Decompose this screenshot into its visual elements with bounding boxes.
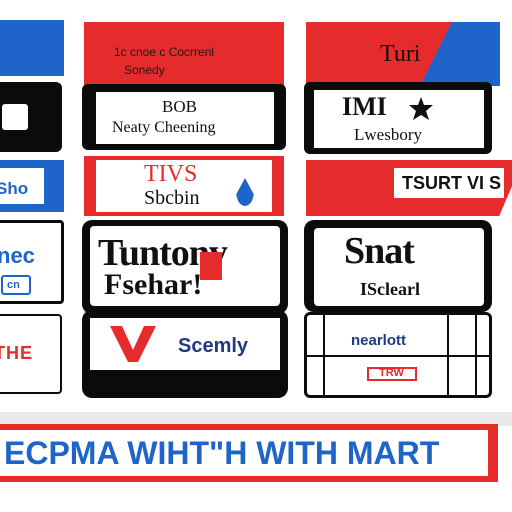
left-white-card[interactable]: nec cn bbox=[0, 220, 64, 304]
mid-card3-line1: TIVS bbox=[144, 161, 198, 187]
right-card3-text: TSURT VI S bbox=[402, 173, 502, 193]
badge-icon: cn bbox=[1, 275, 31, 295]
mid-large-panel: Tuntony Fsehar! bbox=[90, 226, 280, 306]
right-large-panel: Snat ISclearl bbox=[314, 228, 484, 306]
star-logo-icon bbox=[409, 97, 433, 120]
mid-card1-line1: 1c cnoe c Cocrrenl bbox=[114, 45, 215, 59]
right-card1-text: Turi bbox=[380, 41, 421, 67]
mid-card5-text: Scemly bbox=[178, 335, 249, 357]
v-logo-icon bbox=[110, 326, 156, 362]
left-card2-text: Sho bbox=[0, 179, 29, 198]
flame-icon bbox=[236, 178, 254, 206]
left-red-card[interactable]: THE bbox=[0, 314, 62, 394]
left-blue-card[interactable]: Sho bbox=[0, 160, 64, 212]
mid-red-card[interactable]: 1c cnoe c Cocrrenl Sonedy bbox=[84, 22, 284, 86]
mid-card1-line2: Sonedy bbox=[124, 63, 165, 77]
banner-text: ECPMA WIHT"H WITH MART bbox=[4, 435, 440, 471]
mid-card2-line2: Neaty Cheening bbox=[112, 119, 216, 136]
bottom-banner-panel: ECPMA WIHT"H WITH MART bbox=[0, 430, 488, 476]
mid-white-panel-2: TIVS Sbcbin bbox=[96, 160, 272, 212]
right-card4-line2: ISclearl bbox=[360, 279, 420, 299]
right-card2-line1: IMI bbox=[342, 92, 387, 121]
left-card4-text: THE bbox=[0, 343, 33, 363]
mid-large-red-mark bbox=[200, 252, 222, 280]
mid-card4-line2: Fsehar! bbox=[104, 268, 203, 301]
right-grid-card[interactable]: nearlott TRW bbox=[304, 312, 492, 398]
left-blue-panel bbox=[0, 20, 64, 76]
mid-card2-line1: BOB bbox=[162, 97, 197, 116]
mid-card3-line2: Sbcbin bbox=[144, 187, 200, 209]
tv-icon bbox=[2, 104, 28, 130]
right-card4-line1: Snat bbox=[344, 230, 415, 272]
mid-bottom-panel: Scemly bbox=[90, 318, 280, 370]
mid-white-panel: BOB Neaty Cheening bbox=[96, 92, 274, 144]
right-red-banner[interactable]: TSURT VI S bbox=[306, 160, 512, 216]
right-card2-line2: Lwesbory bbox=[354, 125, 422, 144]
right-card5-line1: nearlott bbox=[351, 332, 407, 349]
left-black-card[interactable] bbox=[0, 82, 62, 152]
right-card5-line2: TRW bbox=[379, 367, 404, 379]
left-card3-text: nec bbox=[0, 243, 35, 268]
banner-shadow bbox=[0, 412, 512, 426]
right-white-panel: IMI Lwesbory bbox=[314, 90, 484, 148]
